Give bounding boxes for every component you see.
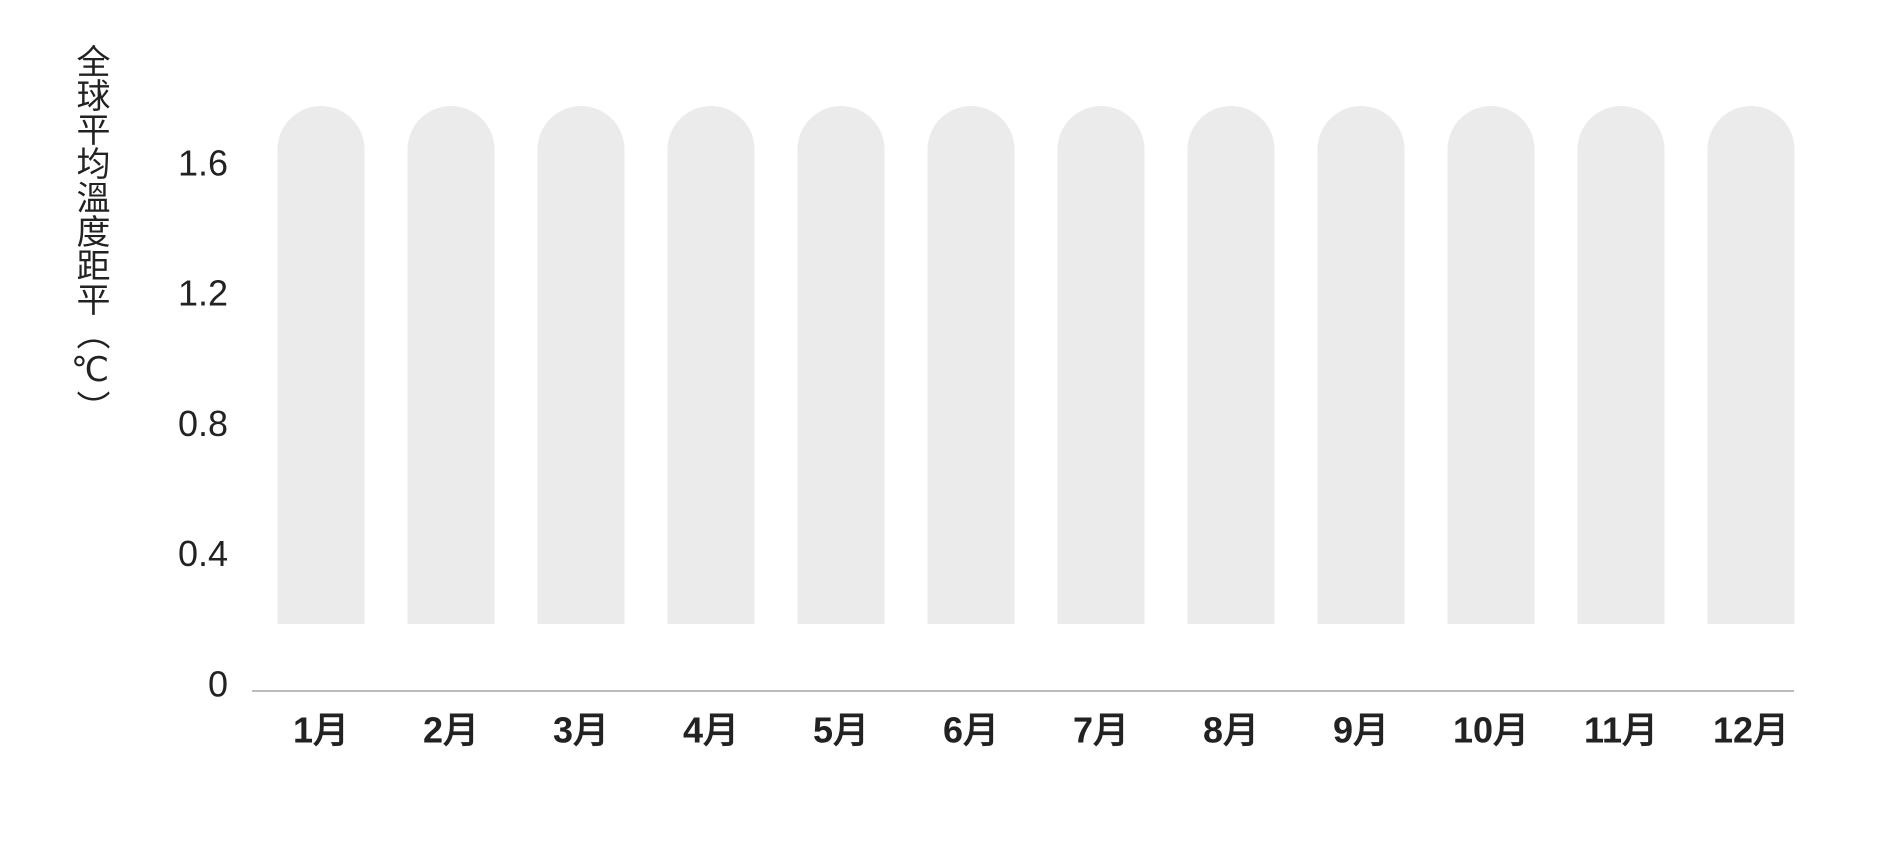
x-tick-label: 5月 (813, 710, 869, 751)
bar-track (537, 106, 625, 624)
bar-track (1317, 106, 1405, 624)
y-tick-label: 1.2 (178, 273, 228, 314)
y-axis-title: 全球平均溫度距平（℃） (71, 44, 109, 424)
x-tick-label: 9月 (1333, 710, 1389, 751)
x-tick-label: 12月 (1713, 710, 1789, 751)
y-tick-label: 0.8 (178, 403, 228, 444)
bar-track (407, 106, 495, 624)
y-tick-label: 0.4 (178, 533, 228, 574)
x-tick-label: 6月 (943, 710, 999, 751)
bar-track (797, 106, 885, 624)
x-tick-label: 10月 (1453, 710, 1529, 751)
bar-track (667, 106, 755, 624)
bar-track (927, 106, 1015, 624)
y-tick-label: 1.6 (178, 142, 228, 183)
bar-track (1707, 106, 1795, 624)
x-tick-label: 11月 (1584, 710, 1658, 751)
x-tick-label: 4月 (683, 710, 739, 751)
bar-track (1447, 106, 1535, 624)
bar-tracks (277, 106, 1795, 624)
x-tick-label: 3月 (553, 710, 609, 751)
x-tick-label: 8月 (1203, 710, 1259, 751)
bar-track (1187, 106, 1275, 624)
y-axis-tick-labels: 0 0.4 0.8 1.2 1.6 (178, 142, 228, 704)
x-tick-label: 2月 (423, 710, 479, 751)
bar-track (1057, 106, 1145, 624)
x-tick-label: 7月 (1073, 710, 1129, 751)
x-tick-label: 1月 (293, 710, 349, 751)
bar-track (277, 106, 365, 624)
x-axis-tick-labels: 1月 2月 3月 4月 5月 6月 7月 8月 9月 10月 11月 12月 (293, 710, 1789, 751)
bar-track (1577, 106, 1665, 624)
y-tick-label: 0 (208, 664, 228, 705)
